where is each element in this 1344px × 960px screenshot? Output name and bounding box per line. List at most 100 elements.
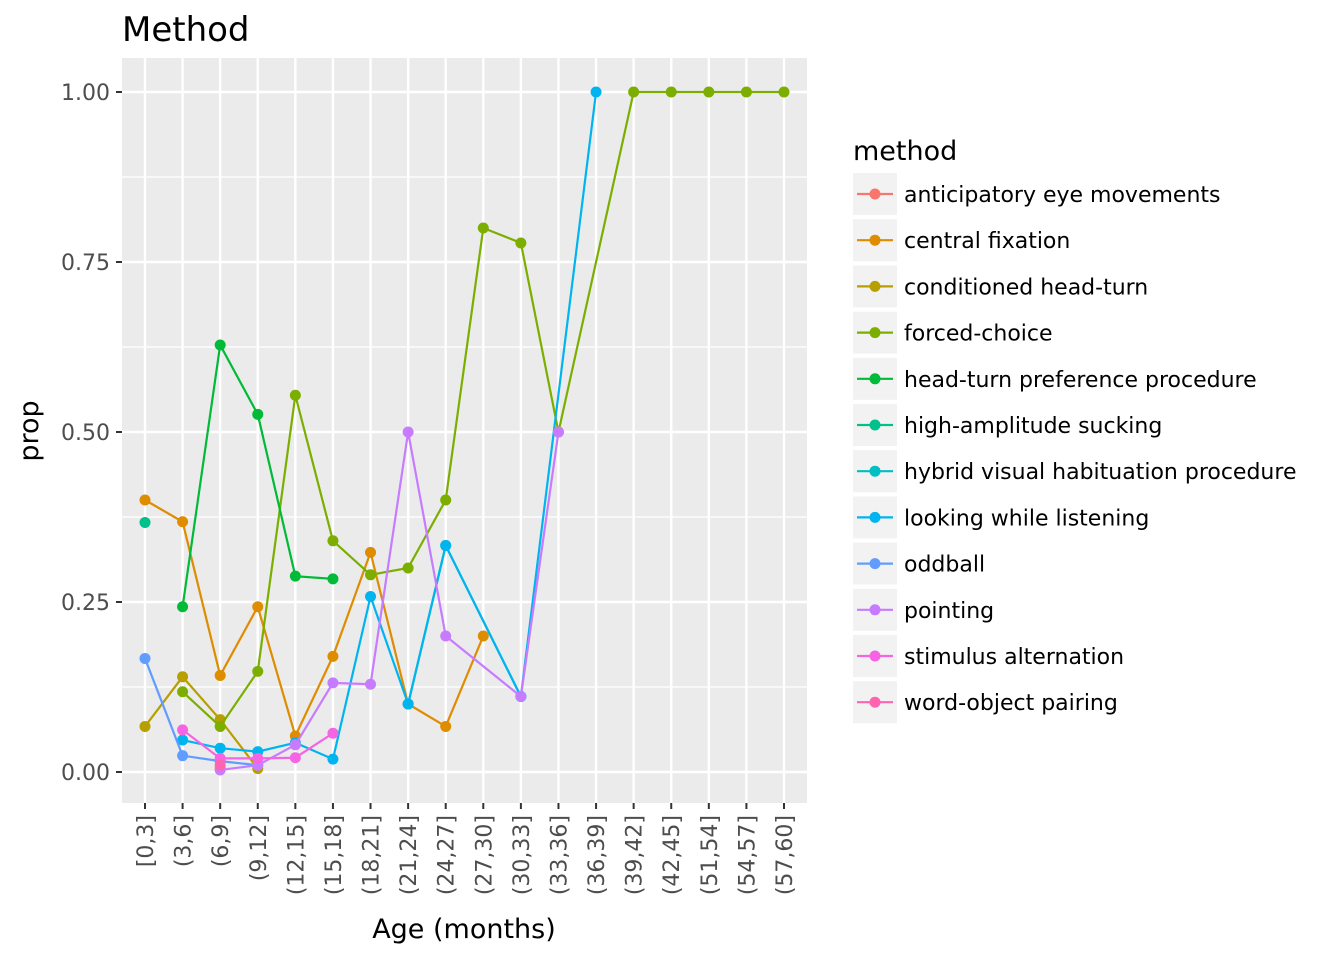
legend-key-point: [869, 650, 881, 662]
data-point-forced-choice: [778, 86, 790, 98]
data-point-central-fixation: [252, 601, 264, 613]
x-tick-label: (9,12]: [247, 815, 272, 881]
legend-label: central fixation: [904, 229, 1070, 254]
data-point-forced-choice: [665, 86, 677, 98]
x-axis: [0,3] (3,6] (6,9] (9,12] (12,15] (15,18] (18,2…: [134, 803, 798, 895]
plot-panel: [122, 58, 807, 803]
legend-key-point: [869, 280, 881, 292]
data-point-looking-while-listening: [214, 742, 226, 754]
data-point-pointing: [402, 426, 414, 438]
legend-label: high-amplitude sucking: [904, 414, 1162, 439]
x-tick-label: [0,3]: [134, 815, 159, 867]
legend-label: oddball: [904, 553, 985, 578]
x-tick-label: (6,9]: [209, 815, 234, 867]
data-point-pointing: [515, 691, 527, 703]
legend-key-point: [869, 696, 881, 708]
legend-key-point: [869, 234, 881, 246]
legend-label: pointing: [904, 599, 994, 624]
legend-label: word-object pairing: [904, 691, 1118, 716]
data-point-head-turn-preference-procedure: [252, 408, 264, 420]
x-tick-label: (30,33]: [510, 815, 535, 895]
legend-item-central-fixation: central fixation: [853, 219, 1070, 262]
minor-gridlines: [122, 176, 807, 688]
data-point-forced-choice: [402, 562, 414, 574]
data-point-high-amplitude-sucking: [139, 516, 151, 528]
legend-key-point: [869, 373, 881, 385]
series-line-oddball: [143, 658, 258, 767]
data-point-head-turn-preference-procedure: [214, 339, 226, 351]
data-point-central-fixation: [177, 516, 189, 528]
data-point-stimulus-alternation: [327, 727, 339, 739]
data-point-looking-while-listening: [327, 753, 339, 765]
legend-item-stimulus-alternation: stimulus alternation: [853, 635, 1124, 677]
data-point-oddball: [139, 652, 151, 664]
legend-item-head-turn-preference-procedure: head-turn preference procedure: [853, 357, 1257, 400]
data-point-looking-while-listening: [177, 734, 189, 746]
data-point-forced-choice: [628, 86, 640, 98]
series-line-looking-while-listening: [182, 91, 598, 761]
legend-label: head-turn preference procedure: [904, 368, 1257, 393]
y-tick-label: 0.25: [61, 591, 110, 616]
x-tick-label: (18,21]: [360, 815, 385, 895]
legend-title: method: [853, 136, 957, 167]
legend-item-anticipatory-eye-movements: anticipatory eye movements: [853, 173, 1221, 215]
data-point-head-turn-preference-procedure: [327, 573, 339, 585]
major-gridlines: [122, 58, 807, 803]
legend-label: anticipatory eye movements: [904, 183, 1221, 208]
x-tick-label: (42,45]: [660, 815, 685, 895]
legend-label: hybrid visual habituation procedure: [904, 460, 1296, 485]
x-tick-label: (39,42]: [623, 815, 648, 895]
data-point-central-fixation: [365, 546, 377, 558]
legend-label: forced-choice: [904, 322, 1053, 347]
legend-key-point: [869, 188, 881, 200]
data-point-central-fixation: [214, 669, 226, 681]
chart-title: Method: [122, 10, 250, 50]
legend-item-forced-choice: forced-choice: [853, 311, 1053, 354]
legend-key-point: [869, 558, 881, 570]
legend-key-point: [869, 604, 881, 616]
x-tick-label: (15,18]: [322, 815, 347, 895]
x-tick-label: (3,6]: [172, 815, 197, 867]
series-line-forced-choice: [181, 90, 784, 729]
data-point-pointing: [365, 678, 377, 690]
data-point-forced-choice: [214, 720, 226, 732]
data-point-central-fixation: [327, 650, 339, 662]
x-tick-label: (57,60]: [773, 815, 798, 895]
data-point-pointing: [327, 677, 339, 689]
data-point-pointing: [289, 739, 301, 751]
data-point-pointing: [552, 426, 564, 438]
y-tick-label: 0.50: [61, 421, 110, 446]
legend-item-conditioned-head-turn: conditioned head-turn: [853, 265, 1148, 308]
y-axis: 0.00 0.25 0.50 0.75 1.00: [61, 81, 122, 786]
x-tick-label: (24,27]: [435, 815, 460, 895]
data-point-forced-choice: [177, 686, 189, 698]
data-point-forced-choice: [327, 535, 339, 547]
series-layer: [139, 86, 790, 776]
data-point-stimulus-alternation: [177, 724, 189, 736]
data-point-central-fixation: [477, 630, 489, 642]
data-point-word-object-pairing: [214, 759, 226, 771]
data-point-forced-choice: [365, 569, 377, 581]
y-tick-label: 0.00: [61, 761, 110, 786]
data-point-stimulus-alternation: [252, 752, 264, 764]
x-tick-label: (27,30]: [472, 815, 497, 895]
y-tick-label: 1.00: [61, 81, 110, 106]
x-tick-label: (54,57]: [735, 815, 760, 895]
y-axis-title: prop: [14, 400, 45, 461]
series-head-turn-preference-procedure: [177, 339, 339, 613]
legend-item-looking-while-listening: looking while listening: [853, 496, 1149, 539]
data-point-forced-choice: [740, 86, 752, 98]
data-point-forced-choice: [252, 665, 264, 677]
data-point-oddball: [177, 750, 189, 762]
legend-label: conditioned head-turn: [904, 275, 1148, 300]
data-point-pointing: [440, 630, 452, 642]
x-tick-label: (12,15]: [284, 815, 309, 895]
legend-item-oddball: oddball: [853, 542, 985, 585]
legend: method anticipatory eye movements central…: [853, 136, 1296, 724]
legend-label: looking while listening: [904, 506, 1149, 531]
series-line-central-fixation: [144, 499, 485, 740]
data-point-conditioned-head-turn: [177, 671, 189, 683]
series-stimulus-alternation: [177, 724, 339, 764]
data-point-forced-choice: [515, 237, 527, 249]
